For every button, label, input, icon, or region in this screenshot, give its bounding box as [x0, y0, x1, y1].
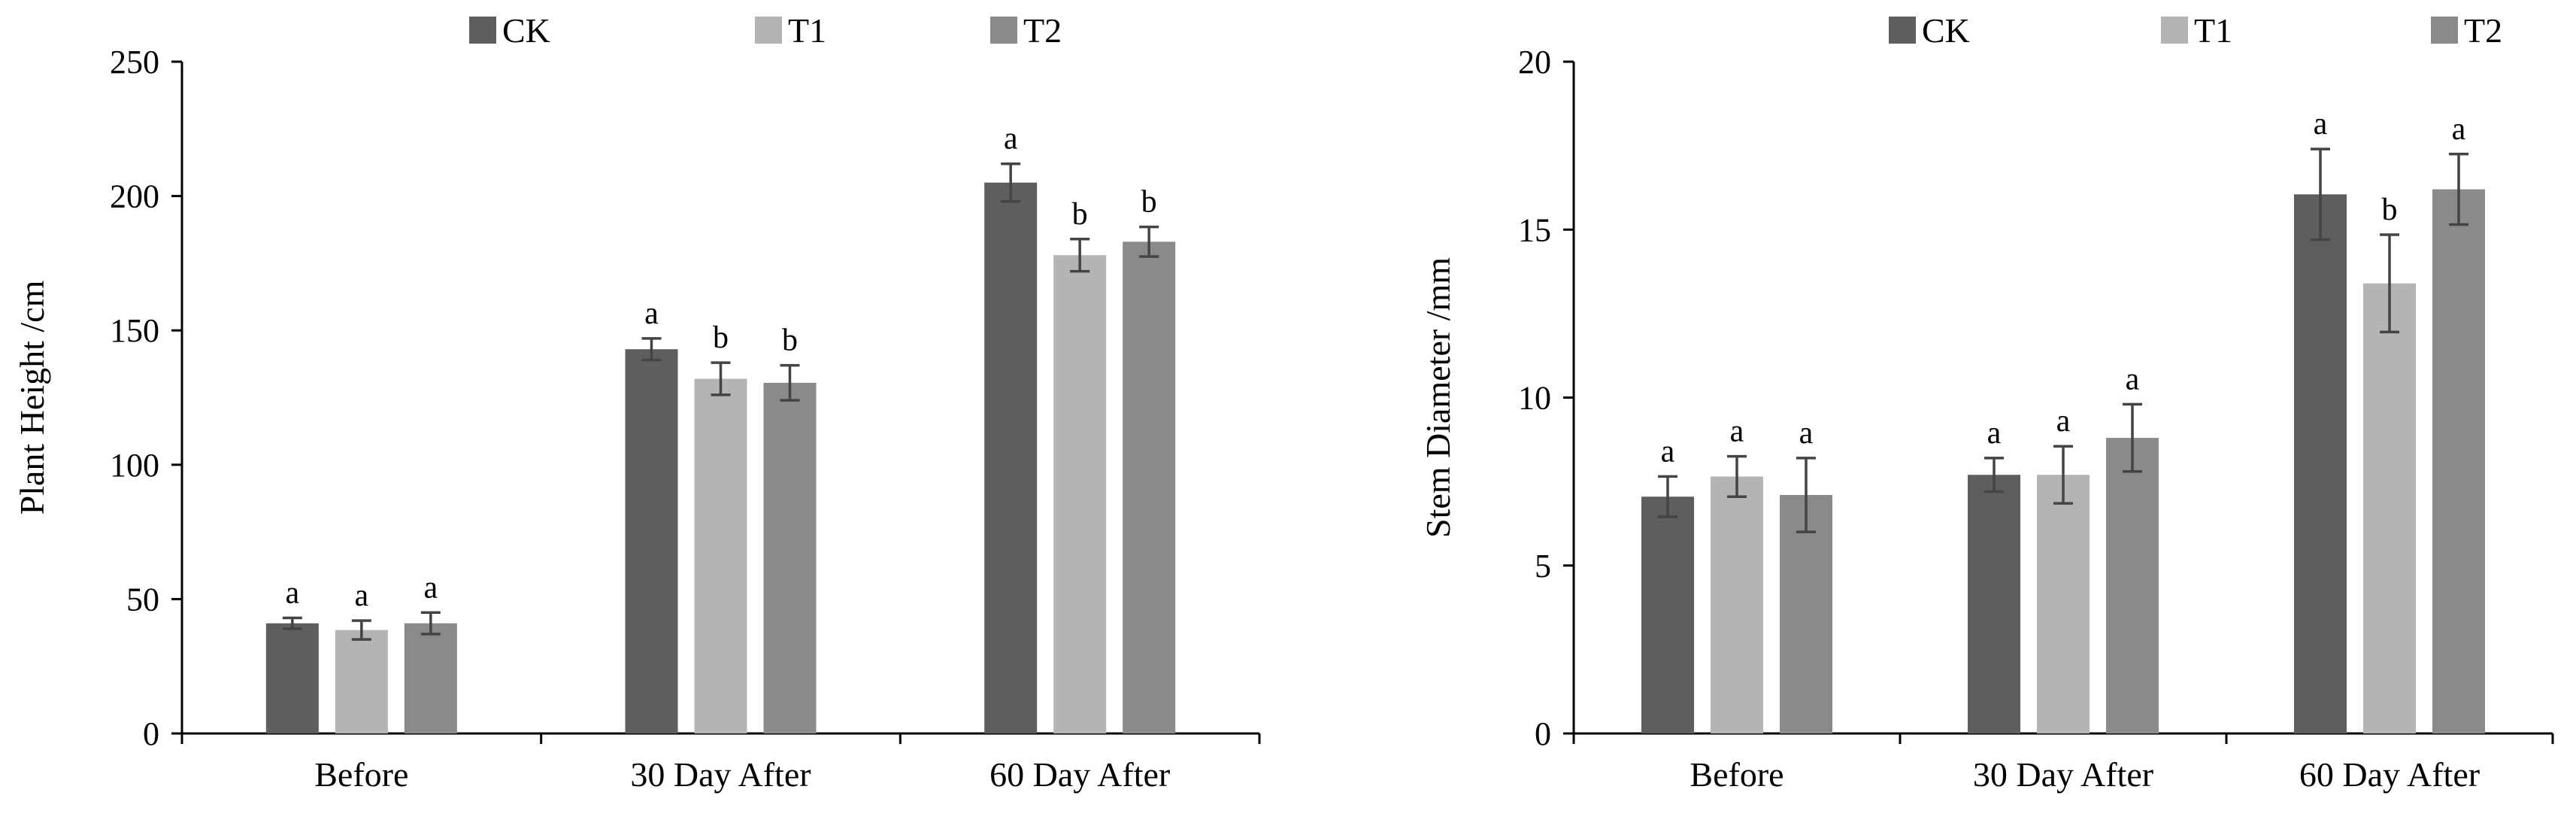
significance-label: b — [1141, 185, 1157, 220]
bar-ck — [625, 349, 678, 733]
bar-t1 — [335, 630, 388, 733]
bar-t2 — [404, 623, 457, 733]
y-axis-title: Stem Diameter /mm — [1419, 257, 1457, 538]
bar-t1 — [1053, 255, 1107, 734]
bar-ck — [1641, 496, 1694, 733]
y-tick-label: 5 — [1535, 548, 1551, 585]
y-tick-label: 200 — [110, 178, 159, 215]
bar-ck — [1968, 475, 2020, 733]
bar-t2 — [2106, 438, 2159, 733]
plant-height-chart: 0 50 100 150 200 250 Plant Height /cm Before a a a… — [13, 11, 1261, 794]
bar-ck — [984, 182, 1038, 734]
y-tick-label: 15 — [1518, 211, 1551, 248]
legend-label-t1: T1 — [788, 11, 826, 50]
legend-label-ck: CK — [1922, 11, 1970, 50]
significance-label: a — [286, 575, 300, 610]
legend-label-t1: T1 — [2194, 11, 2232, 50]
bar-t1 — [2363, 283, 2416, 733]
significance-label: a — [1799, 416, 1814, 451]
significance-label: a — [1004, 122, 1018, 156]
bar-t1 — [694, 378, 747, 733]
bar-t2 — [1780, 494, 1832, 733]
legend-swatch-t1 — [2161, 17, 2188, 44]
category-label: Before — [1690, 755, 1784, 794]
y-tick-label: 0 — [143, 715, 159, 752]
significance-label: b — [782, 323, 798, 358]
significance-label: a — [2126, 362, 2140, 396]
y-tick-label: 100 — [110, 447, 159, 484]
bar-t2 — [2432, 189, 2485, 734]
significance-label: a — [1987, 416, 2002, 451]
significance-label: b — [1072, 197, 1088, 232]
legend-swatch-ck — [469, 17, 496, 44]
y-axis-title: Plant Height /cm — [13, 280, 51, 515]
bar-ck — [2294, 194, 2347, 733]
legend-swatch-t2 — [2431, 17, 2458, 44]
bar-ck — [265, 623, 319, 733]
significance-label: a — [1661, 434, 1675, 469]
significance-label: a — [424, 570, 438, 605]
legend-label-t2: T2 — [1023, 11, 1062, 50]
y-tick-label: 50 — [126, 581, 159, 618]
category-label: 30 Day After — [1973, 755, 2153, 794]
stem-diameter-chart: 0 5 10 15 20 Stem Diameter /mm Before a a a 30 Day… — [1419, 11, 2554, 794]
category-label: 60 Day After — [989, 755, 1170, 794]
category-label: Before — [314, 755, 408, 794]
y-tick-label: 10 — [1518, 380, 1551, 417]
bar-t1 — [1711, 476, 1763, 733]
y-tick-label: 150 — [110, 312, 159, 349]
legend-label-ck: CK — [502, 11, 550, 50]
bar-t2 — [763, 382, 817, 733]
significance-label: a — [644, 296, 659, 331]
significance-label: a — [1730, 414, 1744, 449]
y-tick-label: 20 — [1518, 44, 1551, 80]
significance-label: a — [2314, 107, 2328, 141]
significance-label: a — [2452, 112, 2466, 147]
significance-label: b — [2382, 193, 2398, 227]
bar-t1 — [2037, 475, 2090, 733]
significance-label: a — [355, 578, 369, 613]
legend-label-t2: T2 — [2464, 11, 2502, 50]
category-label: 30 Day After — [630, 755, 811, 794]
y-tick-label: 0 — [1535, 715, 1551, 752]
legend-swatch-t1 — [755, 17, 782, 44]
bar-t2 — [1123, 241, 1176, 734]
category-label: 60 Day After — [2299, 755, 2480, 794]
y-tick-label: 250 — [110, 44, 159, 80]
significance-label: b — [713, 320, 729, 355]
legend-swatch-t2 — [990, 17, 1017, 44]
significance-label: a — [2056, 404, 2071, 439]
legend-swatch-ck — [1889, 17, 1916, 44]
